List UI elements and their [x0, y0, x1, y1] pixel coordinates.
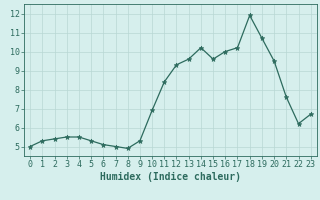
X-axis label: Humidex (Indice chaleur): Humidex (Indice chaleur) — [100, 172, 241, 182]
